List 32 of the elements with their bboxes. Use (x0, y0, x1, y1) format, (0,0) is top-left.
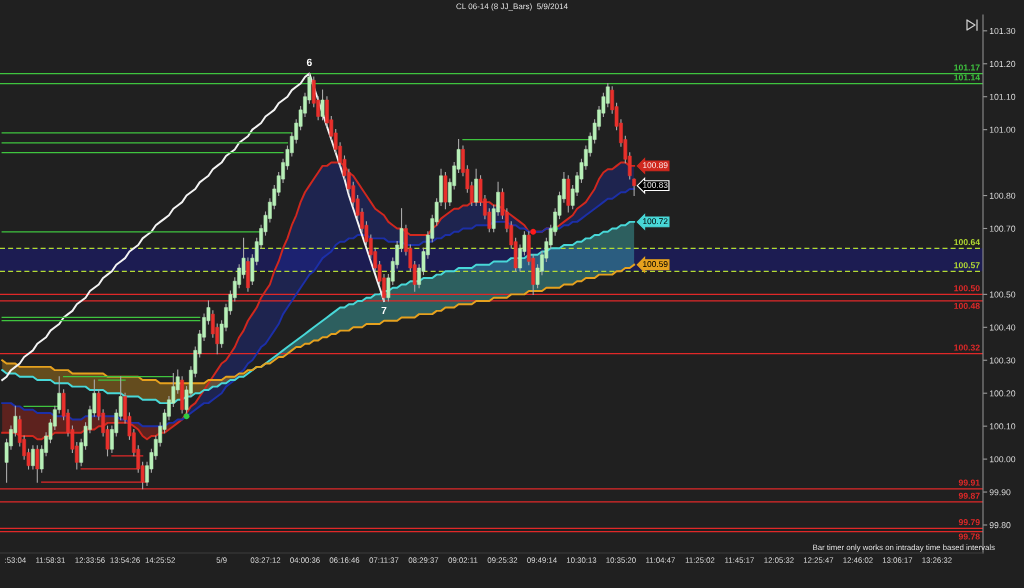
annotation: 7 (381, 306, 387, 315)
ref-line-label: 99.79 (958, 519, 980, 526)
y-tick-label: 101.30 (989, 27, 1016, 35)
text: 100.83 (643, 181, 668, 188)
y-tick-label: 100.70 (989, 225, 1016, 232)
y-tick-label: 99.90 (989, 489, 1011, 496)
ref-line-label: 100.32 (954, 344, 980, 351)
y-tick-label: 100.80 (989, 192, 1016, 199)
ref-line-label: 99.87 (958, 492, 980, 499)
y-tick-label: 101.10 (989, 93, 1016, 100)
y-tick-label: 100.10 (989, 423, 1016, 430)
data-label: 100.72 (643, 218, 668, 225)
ref-line-label: 99.91 (958, 479, 980, 486)
data-label: 100.89 (643, 162, 668, 169)
data-label: 100.59 (643, 261, 668, 267)
y-tick-label: 100.40 (989, 324, 1016, 331)
ref-line-label: 100.50 (954, 285, 980, 292)
y-tick-label: 99.80 (989, 522, 1011, 529)
y-tick-label: 100.50 (989, 291, 1016, 298)
ref-line-label: 101.17 (954, 64, 980, 71)
chart-title: CL 06-14 (8 JJ_Bars) 5/9/2014 (456, 3, 568, 11)
ref-line-label: 100.57 (954, 262, 980, 269)
y-tick-label: 100.30 (989, 357, 1016, 364)
ref-line-label: 100.48 (954, 302, 980, 309)
y-tick-label: 101.20 (989, 60, 1016, 67)
annotation: 6 (306, 58, 312, 67)
ref-line-label: 101.14 (954, 74, 981, 81)
y-tick-label: 101.00 (989, 126, 1016, 133)
ref-line-label: 99.78 (958, 533, 980, 540)
y-tick-label: 100.20 (989, 390, 1016, 397)
y-tick-label: 100.00 (989, 456, 1016, 463)
ref-line-label: 100.64 (954, 239, 981, 246)
